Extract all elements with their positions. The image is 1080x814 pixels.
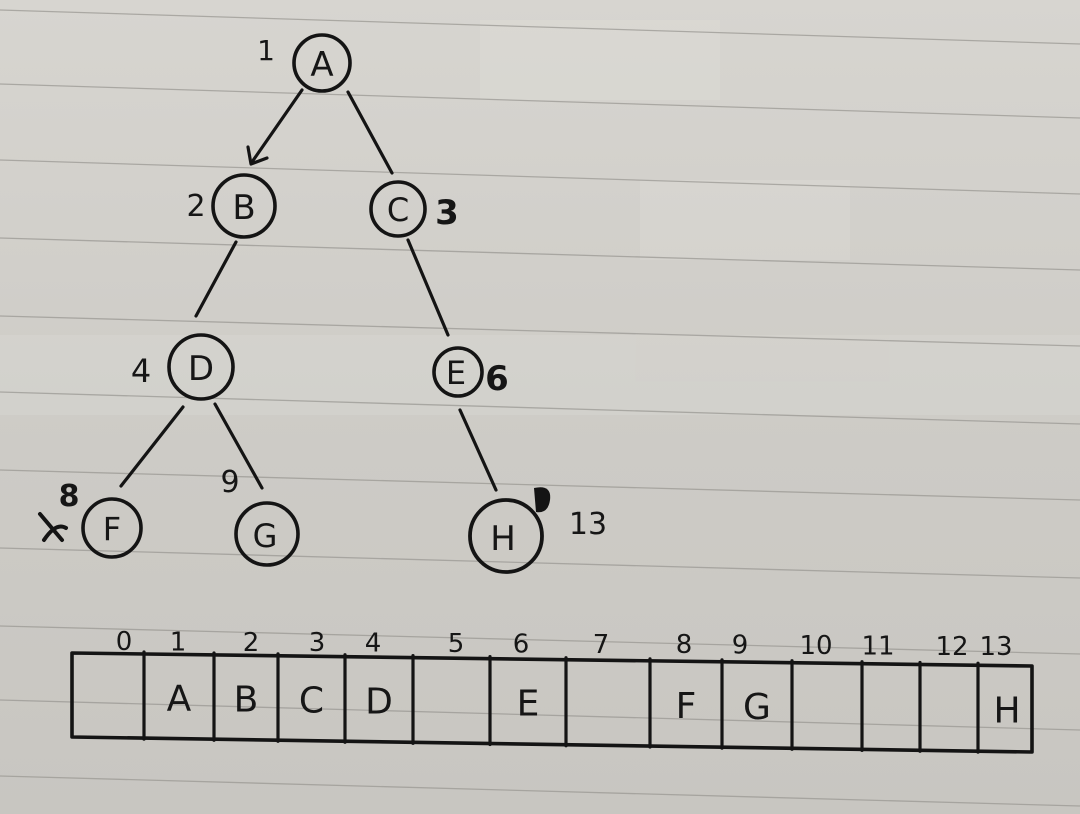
show-through-ghost	[0, 20, 1080, 415]
array-cell-1: A	[167, 651, 216, 742]
node-index-h: 13	[569, 507, 607, 542]
array-cell-value: F	[676, 686, 697, 727]
node-index-b: 2	[186, 189, 205, 224]
array-cell-13: H	[993, 691, 1020, 732]
tree-node-b: B 2	[186, 173, 277, 239]
array-index-3: 3	[309, 628, 326, 658]
array-index-labels: 0 1 2 3 4 5 6 7 8 9 10 11 12 13	[116, 627, 1013, 662]
node-label-h: H	[490, 519, 516, 559]
array-index-13: 13	[979, 632, 1012, 662]
edge-d-g	[213, 402, 264, 490]
array-index-5: 5	[448, 629, 465, 659]
ink-blot	[534, 487, 551, 513]
node-index-e: 6	[485, 359, 509, 399]
node-label-a: A	[310, 45, 333, 85]
edge-c-e	[406, 238, 450, 337]
ruled-lines	[0, 9, 1080, 807]
tree-node-g: G 9	[220, 465, 300, 567]
edge-d-f	[119, 405, 185, 488]
edge-e-h	[458, 408, 498, 492]
array-index-11: 11	[861, 631, 894, 661]
node-index-f: 8	[59, 479, 80, 514]
array-index-4: 4	[365, 629, 382, 659]
tree-nodes: A 1 B 2 C 3 D 4 E 6	[38, 33, 607, 574]
node-index-g: 9	[220, 465, 239, 500]
tree-node-f: F 8	[38, 479, 143, 559]
edge-a-b-arrowhead	[246, 145, 269, 166]
array-cell-value: H	[993, 691, 1020, 732]
array-cell-6: E	[517, 656, 568, 748]
array-index-1: 1	[170, 627, 187, 657]
array-cell-value: B	[234, 680, 259, 721]
array-cell-value: E	[517, 684, 540, 725]
node-index-a: 1	[257, 34, 275, 67]
node-index-c: 3	[435, 193, 459, 233]
array-index-0: 0	[116, 627, 133, 657]
scribble-mark	[38, 512, 68, 542]
node-index-d: 4	[131, 352, 151, 390]
array-cell-value: G	[743, 687, 771, 728]
node-label-d: D	[188, 349, 214, 389]
array-index-12: 12	[935, 632, 968, 662]
array-cell-9: G	[743, 659, 794, 751]
array-cell-value: A	[167, 679, 192, 720]
tree-node-c: C 3	[369, 180, 459, 238]
edge-b-d	[194, 240, 238, 318]
tree-node-e: E 6	[432, 346, 509, 399]
array-cell-3: C	[299, 653, 347, 744]
array-index-10: 10	[799, 631, 832, 661]
node-label-f: F	[103, 510, 121, 548]
node-label-e: E	[446, 354, 466, 392]
array-cell-8: F	[676, 658, 724, 750]
node-label-c: C	[387, 191, 409, 229]
array-cell-value: D	[365, 681, 393, 722]
array-index-6: 6	[513, 629, 530, 659]
array-index-9: 9	[732, 631, 749, 661]
array-index-7: 7	[593, 630, 610, 660]
array-cell-4: D	[365, 654, 415, 745]
edge-a-b	[250, 88, 304, 164]
tree-node-a: A 1	[257, 33, 352, 93]
array-cell-value: C	[299, 680, 324, 721]
tree-node-h: H 13	[468, 487, 607, 574]
node-label-g: G	[253, 517, 278, 555]
tree-edges	[119, 88, 498, 492]
tree-node-d: D 4	[131, 333, 235, 401]
array-index-8: 8	[676, 630, 693, 660]
edge-a-c	[346, 90, 394, 175]
array-index-2: 2	[243, 628, 260, 658]
array-frame	[70, 651, 1034, 754]
array-cell-2: B	[234, 652, 280, 743]
node-label-b: B	[232, 188, 255, 228]
